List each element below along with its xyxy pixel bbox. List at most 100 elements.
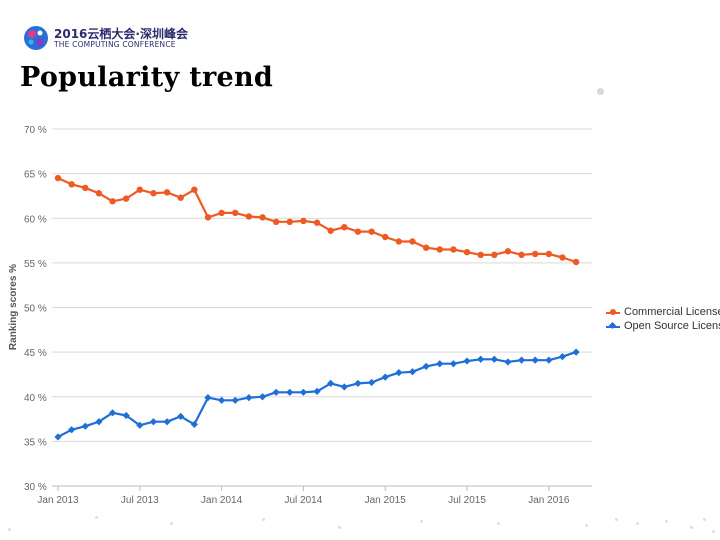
decorative-dot — [338, 526, 341, 529]
decorative-dot — [8, 528, 11, 531]
legend-circle-marker-icon — [610, 309, 616, 315]
data-point-commercial — [300, 217, 307, 225]
decorative-dot — [597, 88, 604, 95]
data-point-commercial — [68, 181, 75, 188]
x-tick-label: Jan 2013 — [37, 495, 79, 506]
data-point-commercial — [463, 248, 471, 256]
data-point-commercial — [395, 238, 403, 245]
logo-subtitle: THE COMPUTING CONFERENCE — [54, 40, 176, 49]
decorative-dot — [262, 518, 265, 521]
data-point-open-source — [463, 357, 471, 365]
data-point-open-source — [258, 393, 267, 401]
data-point-commercial — [559, 254, 566, 261]
data-point-open-source — [517, 356, 526, 364]
decorative-dot — [615, 518, 618, 521]
data-point-commercial — [191, 186, 198, 193]
y-tick-label: 55 % — [24, 259, 47, 270]
x-tick-label: Jan 2014 — [201, 495, 243, 506]
data-point-open-source — [367, 378, 376, 387]
data-point-commercial — [436, 246, 443, 253]
data-point-commercial — [150, 190, 157, 197]
data-point-open-source — [313, 387, 321, 395]
data-point-open-source — [149, 418, 158, 426]
data-point-commercial — [354, 228, 362, 235]
data-point-commercial — [136, 186, 144, 193]
data-point-commercial — [122, 195, 130, 202]
data-point-commercial — [245, 213, 253, 220]
data-point-open-source — [572, 348, 580, 356]
decorative-dot — [420, 520, 423, 523]
data-point-open-source — [558, 352, 567, 361]
data-point-open-source — [54, 433, 62, 441]
data-point-open-source — [245, 394, 253, 402]
data-point-open-source — [340, 383, 348, 391]
data-point-commercial — [518, 251, 525, 259]
data-point-commercial — [341, 223, 348, 231]
data-point-commercial — [409, 238, 416, 245]
data-point-open-source — [272, 388, 280, 396]
data-point-commercial — [450, 246, 457, 253]
data-point-commercial — [259, 214, 266, 221]
x-tick-label: Jan 2015 — [365, 495, 407, 506]
data-point-open-source — [449, 360, 457, 368]
data-point-open-source — [436, 360, 444, 368]
data-point-commercial — [491, 251, 498, 259]
decorative-dot — [170, 522, 173, 525]
data-point-open-source — [81, 422, 89, 430]
conference-logo-icon — [24, 26, 48, 50]
data-point-commercial — [218, 209, 225, 217]
data-point-commercial — [163, 189, 171, 196]
footer-decoration — [0, 516, 720, 540]
logo-title: 2016云栖大会·深圳峰会 — [54, 27, 188, 41]
legend-label-commercial: Commercial License — [624, 306, 720, 318]
data-point-open-source — [163, 418, 171, 426]
y-tick-label: 40 % — [24, 393, 47, 404]
data-point-open-source — [545, 356, 553, 364]
data-point-open-source — [68, 426, 76, 434]
decorative-dot — [665, 520, 668, 523]
y-tick-label: 35 % — [24, 437, 47, 448]
data-point-open-source — [422, 362, 430, 371]
legend-label-open-source: Open Source License — [624, 320, 720, 332]
decorative-dot — [703, 518, 706, 521]
data-point-open-source — [504, 358, 512, 366]
data-point-commercial — [109, 198, 116, 205]
decorative-dot — [585, 524, 588, 527]
y-tick-label: 30 % — [24, 482, 47, 493]
data-point-open-source — [286, 388, 294, 396]
x-tick-label: Jul 2013 — [121, 495, 159, 506]
data-point-commercial — [95, 190, 103, 197]
conference-logo: 2016云栖大会·深圳峰会 THE COMPUTING CONFERENCE — [22, 24, 192, 54]
data-point-open-source — [395, 369, 403, 377]
data-point-commercial — [382, 233, 389, 241]
data-point-commercial — [54, 174, 62, 182]
y-tick-label: 70 % — [24, 125, 47, 136]
x-tick-label: Jul 2015 — [448, 495, 486, 506]
decorative-dot — [497, 522, 500, 525]
data-point-commercial — [232, 209, 239, 217]
decorative-dot — [690, 526, 693, 529]
data-point-open-source — [231, 396, 239, 404]
data-point-open-source — [490, 355, 498, 363]
data-point-commercial — [504, 248, 512, 255]
data-point-open-source — [381, 373, 389, 381]
y-tick-label: 45 % — [24, 348, 47, 359]
data-point-commercial — [82, 184, 89, 192]
decorative-dot — [95, 516, 98, 519]
data-point-commercial — [572, 258, 580, 266]
data-point-commercial — [422, 244, 430, 251]
data-point-open-source — [218, 396, 226, 404]
data-point-open-source — [354, 379, 362, 387]
data-point-open-source — [136, 421, 144, 429]
x-tick-label: Jul 2014 — [285, 495, 323, 506]
data-point-commercial — [531, 250, 539, 258]
data-point-open-source — [190, 420, 198, 429]
data-point-commercial — [272, 218, 280, 226]
y-tick-label: 65 % — [24, 170, 47, 181]
data-point-commercial — [327, 227, 334, 234]
data-point-commercial — [545, 250, 553, 258]
data-point-open-source — [95, 418, 103, 426]
data-point-open-source — [531, 356, 539, 364]
data-point-commercial — [286, 218, 293, 226]
decorative-dot — [712, 530, 715, 533]
